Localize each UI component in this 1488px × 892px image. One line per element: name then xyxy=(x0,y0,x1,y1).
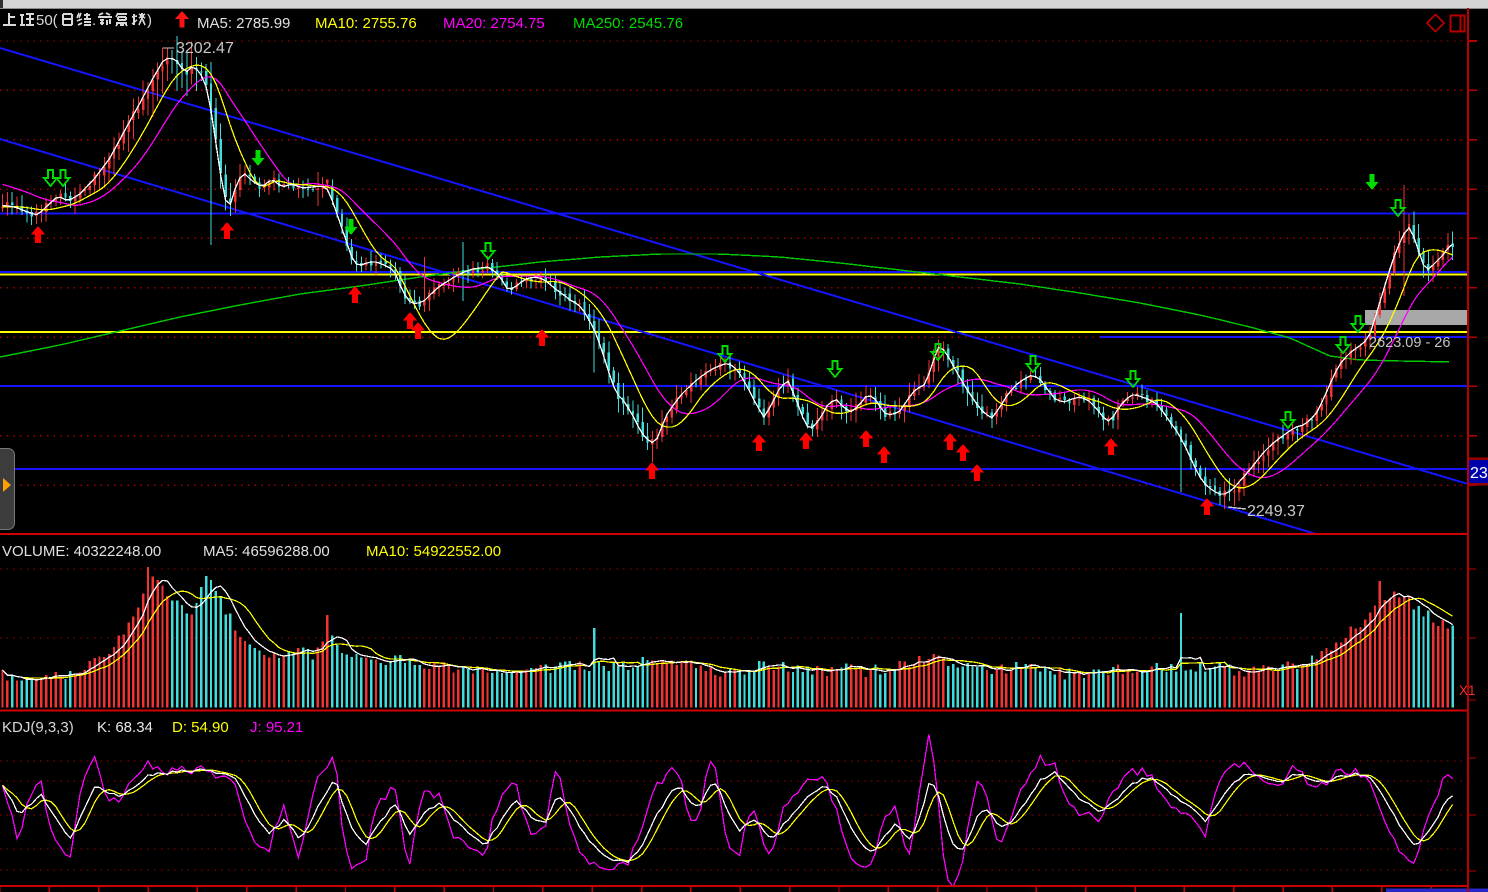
svg-text:J: 95.21: J: 95.21 xyxy=(250,719,303,736)
svg-text:X1: X1 xyxy=(1459,683,1476,698)
svg-text:50(: 50( xyxy=(36,12,58,29)
svg-text:2623.09 - 26: 2623.09 - 26 xyxy=(1369,335,1450,351)
svg-text:KDJ(9,3,3): KDJ(9,3,3) xyxy=(2,719,74,736)
svg-text:2249.37: 2249.37 xyxy=(1247,503,1305,520)
svg-text:MA5: 46596288.00: MA5: 46596288.00 xyxy=(203,543,330,560)
svg-text:MA250: 2545.76: MA250: 2545.76 xyxy=(573,15,683,32)
svg-text:MA5: 2785.99: MA5: 2785.99 xyxy=(197,15,290,32)
svg-text:D: 54.90: D: 54.90 xyxy=(172,719,229,736)
svg-text:MA20: 2754.75: MA20: 2754.75 xyxy=(443,15,545,32)
svg-text:MA10: 2755.76: MA10: 2755.76 xyxy=(315,15,417,32)
svg-text:.: . xyxy=(92,12,96,29)
svg-text:3202.47: 3202.47 xyxy=(176,40,234,57)
svg-text:VOLUME: 40322248.00: VOLUME: 40322248.00 xyxy=(2,543,161,560)
svg-text:23: 23 xyxy=(1470,465,1488,482)
svg-text:MA10: 54922552.00: MA10: 54922552.00 xyxy=(366,543,501,560)
svg-text:): ) xyxy=(147,12,152,29)
svg-text:K: 68.34: K: 68.34 xyxy=(97,719,153,736)
